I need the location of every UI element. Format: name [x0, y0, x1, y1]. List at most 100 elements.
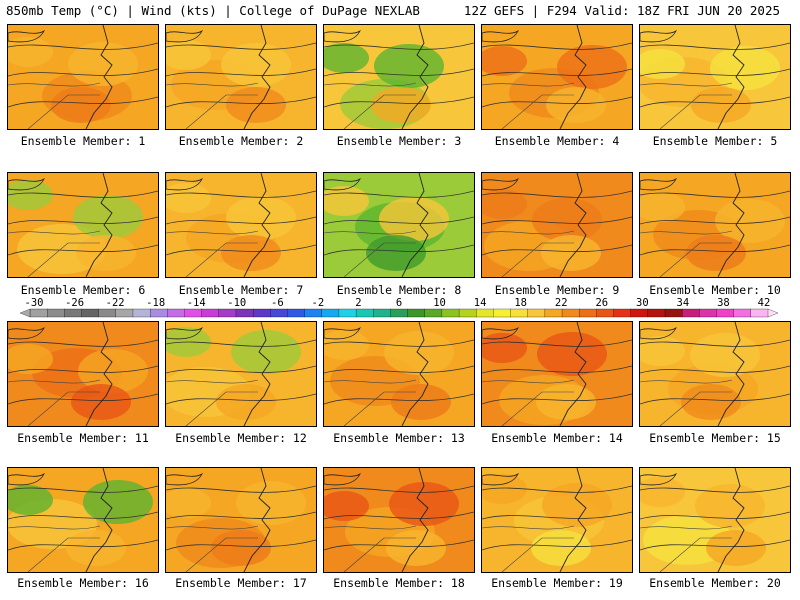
ensemble-member-label: Ensemble Member: 7: [178, 283, 304, 297]
colorbar-tick-label: -22: [105, 297, 125, 309]
colorbar-swatch: [149, 308, 168, 318]
temperature-region: [366, 235, 426, 271]
temperature-region: [541, 235, 601, 271]
ensemble-member-map: [165, 172, 317, 278]
height-contour: [482, 339, 632, 347]
temperature-region: [640, 192, 685, 222]
ensemble-member-label: Ensemble Member: 4: [494, 134, 620, 148]
temperature-map-svg: [324, 322, 474, 426]
height-contour: [8, 485, 158, 493]
colorbar-swatch: [424, 308, 443, 318]
temperature-map-svg: [482, 468, 632, 572]
temperature-map-svg: [640, 173, 790, 277]
ensemble-member-label: Ensemble Member: 8: [336, 283, 462, 297]
height-contour: [640, 42, 790, 50]
ensemble-member-map: [481, 467, 633, 573]
height-contour: [640, 216, 790, 225]
height-contour: [166, 68, 316, 77]
temperature-region: [706, 530, 766, 566]
height-contour: [8, 216, 158, 225]
height-contour: [8, 96, 158, 108]
ensemble-member-map: [639, 24, 791, 130]
coastline: [85, 25, 113, 129]
colorbar-swatch: [373, 308, 391, 318]
great-lakes-outline: [8, 326, 45, 340]
great-lakes-outline: [482, 326, 519, 340]
temperature-region: [166, 40, 211, 70]
temperature-region: [8, 485, 53, 515]
ensemble-member-label: Ensemble Member: 9: [494, 283, 620, 297]
colorbar-swatch: [218, 308, 237, 318]
colorbar-swatch: [630, 308, 649, 318]
height-contour: [640, 511, 790, 520]
colorbar-min-arrow: [19, 308, 31, 318]
ensemble-member-map: [639, 467, 791, 573]
colorbar-swatch: [355, 308, 374, 318]
colorbar-swatch: [184, 308, 203, 318]
ensemble-member-label: Ensemble Member: 13: [333, 431, 465, 445]
colorbar-swatch: [287, 308, 306, 318]
ensemble-member-label: Ensemble Member: 11: [17, 431, 149, 445]
height-contour: [324, 190, 474, 198]
colorbar-tick-label: -30: [24, 297, 44, 309]
colorbar-swatch: [304, 308, 323, 318]
coastline: [559, 468, 587, 572]
state-borders: [482, 230, 575, 277]
colorbar-swatch: [510, 308, 529, 318]
temperature-region: [557, 45, 627, 89]
colorbar-tick-label: 34: [676, 297, 690, 309]
temperature-region: [542, 483, 612, 527]
ensemble-member-map: [165, 24, 317, 130]
height-contour: [482, 190, 632, 198]
height-contour: [166, 244, 316, 256]
colorbar-swatch: [664, 308, 683, 318]
height-contour: [324, 485, 474, 493]
ensemble-member-map: [323, 321, 475, 427]
height-contour: [8, 42, 158, 50]
temperature-region: [715, 199, 785, 243]
state-borders: [8, 230, 101, 277]
great-lakes-outline: [166, 472, 203, 486]
colorbar-swatch: [98, 308, 117, 318]
height-contour: [324, 216, 474, 225]
height-contour: [8, 365, 158, 374]
temperature-region: [51, 87, 111, 123]
colorbar-swatch: [441, 308, 460, 318]
height-contour: [8, 190, 158, 198]
colorbar-swatch: [29, 308, 48, 318]
great-lakes-outline: [8, 177, 45, 191]
temperature-map-svg: [324, 25, 474, 129]
great-lakes-outline: [166, 29, 203, 43]
height-contour: [324, 393, 474, 405]
state-borders: [166, 379, 259, 426]
coastline: [401, 322, 429, 426]
height-contour: [482, 485, 632, 493]
coastline: [243, 25, 271, 129]
temperature-region: [83, 480, 153, 524]
ensemble-member-map: [7, 172, 159, 278]
ensemble-member-label: Ensemble Member: 1: [20, 134, 146, 148]
temperature-region: [482, 333, 527, 363]
colorbar-swatch: [407, 308, 426, 318]
colorbar-swatch: [458, 308, 477, 318]
height-contour: [166, 539, 316, 551]
colorbar-tick-label: -2: [311, 297, 325, 309]
state-borders: [482, 379, 575, 426]
colorbar-max-arrow: [767, 308, 779, 318]
height-contour: [8, 511, 158, 520]
temperature-region: [546, 87, 606, 123]
temperature-region: [166, 488, 211, 518]
ensemble-member-label: Ensemble Member: 18: [333, 576, 465, 590]
colorbar-swatch: [527, 308, 546, 318]
temperature-map-svg: [482, 25, 632, 129]
temperature-region: [8, 180, 53, 210]
colorbar-tick-label: 26: [595, 297, 609, 309]
height-contour: [640, 365, 790, 374]
height-contour: [166, 393, 316, 405]
height-contour: [324, 339, 474, 347]
temperature-region: [211, 530, 271, 566]
temperature-region: [686, 235, 746, 271]
temperature-map-svg: [166, 25, 316, 129]
temperature-map-svg: [482, 173, 632, 277]
